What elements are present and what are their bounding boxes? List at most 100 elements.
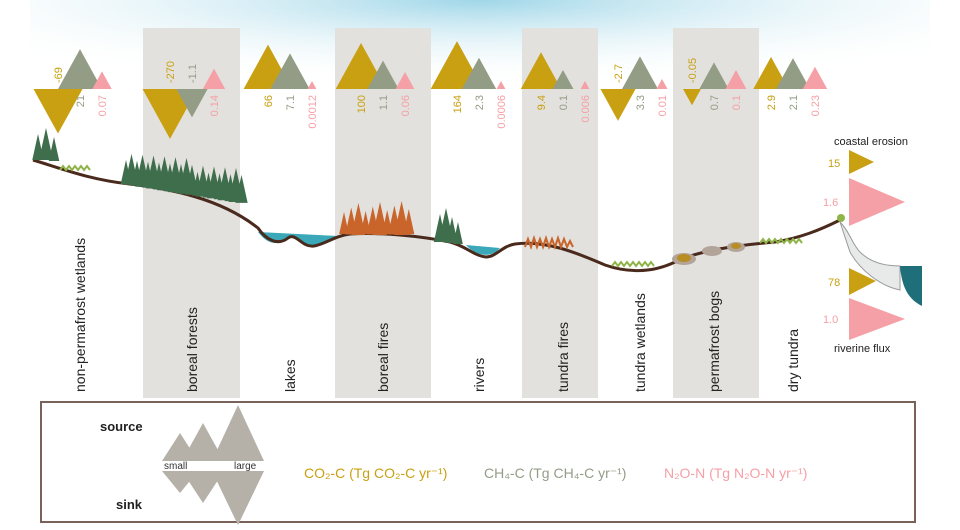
legend-ch4-label: CH₄-C (Tg CH₄-C yr⁻¹) (484, 465, 627, 481)
tundra-fire-shrubs (524, 234, 574, 250)
dry-tundra-ch4-triangle (776, 58, 810, 89)
burned-tree (351, 203, 366, 235)
boreal-forests-ch4-value: -1.1 (187, 64, 199, 83)
non-permafrost-wetlands-n2o-value: 0.07 (97, 95, 109, 116)
tundra-fires-ch4-triangle (552, 69, 574, 89)
lateral-fluxes: coastal erosion 15 1.6 78 1.0 riverine f… (823, 136, 908, 355)
permafrost-bogs-co2-triangle (683, 89, 701, 106)
ecosystem-label-non-permafrost-wetlands: non-permafrost wetlands (72, 238, 88, 392)
landscape (32, 128, 922, 306)
lakes-n2o-value: 0.0012 (307, 95, 319, 129)
boreal-fires-co2-triangle (335, 42, 387, 89)
boreal-fires-n2o-value: 0.06 (400, 95, 412, 116)
permafrost-mounds (672, 242, 745, 265)
non-permafrost-wetlands-n2o-triangle (92, 71, 112, 89)
burned-tree (339, 212, 349, 234)
rivers-n2o-value: 0.0006 (496, 95, 508, 129)
legend-medium-sink-triangle (182, 471, 224, 503)
non-permafrost-wetlands-co2-triangle (33, 89, 83, 134)
permafrost-bogs-co2-value: -0.05 (687, 58, 699, 83)
tundra-wetlands-n2o-triangle (656, 78, 668, 89)
dry-tundra-co2-triangle (753, 56, 789, 89)
boreal-fires-n2o-triangle (395, 71, 415, 89)
legend-n2o-label: N₂O-N (Tg N₂O-N yr⁻¹) (664, 465, 808, 481)
legend-co2-label: CO₂-C (Tg CO₂-C yr⁻¹) (304, 465, 448, 481)
boreal-fires-co2-value: 100 (356, 95, 368, 113)
ecosystem-label-boreal-forests: boreal forests (184, 307, 200, 392)
legend: source sink small large CO₂-C (Tg CO₂-C … (40, 401, 916, 525)
ecosystem-label-rivers: rivers (471, 358, 487, 392)
lakes-n2o-triangle (307, 81, 317, 89)
riverine-flux-co2-value: 78 (828, 277, 840, 289)
coast-shrub (837, 214, 845, 222)
ecosystem-label-tundra-wetlands: tundra wetlands (632, 293, 648, 392)
tundra-fires-co2-value: 9.4 (536, 95, 548, 110)
grass-tundra (611, 260, 655, 268)
ocean (900, 266, 922, 306)
tundra-wetlands-n2o-value: 0.01 (657, 95, 669, 116)
tundra-fires-n2o-value: 0.006 (580, 95, 592, 123)
band-tundra-fires (522, 28, 598, 398)
boreal-fires-ch4-value: 1.1 (378, 95, 390, 110)
tundra-fires-n2o-triangle (580, 80, 590, 89)
ecosystem-label-lakes: lakes (282, 359, 298, 392)
rivers-n2o-triangle (496, 81, 506, 89)
rivers-ch4-triangle (461, 57, 497, 89)
boreal-forests-ch4-triangle (176, 89, 208, 118)
legend-sink-label: sink (116, 497, 143, 512)
boreal-forests-n2o-triangle (202, 68, 226, 89)
coastal-erosion-n2o-value: 1.6 (823, 197, 838, 209)
lakes-ch4-triangle (270, 53, 310, 89)
non-permafrost-wetlands-ch4-triangle (58, 49, 102, 89)
riverine-flux-label: riverine flux (834, 343, 891, 355)
lakes-co2-value: 66 (263, 95, 275, 107)
legend-source-label: source (100, 419, 143, 434)
ecosystem-label-boreal-fires: boreal fires (375, 323, 391, 392)
grass-dry (759, 237, 803, 245)
rivers-ch4-value: 2.3 (474, 95, 486, 110)
river-water (466, 245, 500, 255)
dry-tundra-n2o-value: 0.23 (810, 95, 822, 116)
permafrost-bogs-ch4-value: 0.7 (709, 95, 721, 110)
legend-large-label: large (234, 461, 257, 472)
tundra-wetlands-co2-value: -2.7 (613, 64, 625, 83)
legend-large-sink-triangle (212, 471, 264, 525)
tundra-wetlands-ch4-triangle (622, 56, 658, 89)
coastal-cliff (839, 221, 901, 291)
ecosystem-label-tundra-fires: tundra fires (555, 322, 571, 392)
permafrost-bogs-n2o-triangle (725, 69, 747, 89)
legend-medium-source-triangle (182, 423, 224, 461)
riverine-flux-n2o-triangle (849, 298, 905, 340)
legend-small-label: small (164, 461, 187, 472)
dry-tundra-ch4-value: 2.1 (788, 95, 800, 110)
boreal-forests-n2o-value: 0.14 (209, 95, 221, 116)
conifer-tree (235, 174, 248, 203)
legend-large-source-triangle (212, 405, 264, 461)
ecosystem-label-dry-tundra: dry tundra (785, 329, 801, 392)
permafrost-bogs-ch4-triangle (699, 62, 729, 89)
rivers-co2-value: 164 (452, 95, 464, 113)
ecosystem-label-permafrost-bogs: permafrost bogs (706, 291, 722, 392)
tundra-wetlands-co2-triangle (600, 89, 636, 121)
non-permafrost-wetlands-co2-value: -69 (53, 67, 65, 83)
boreal-fires-ch4-triangle (367, 60, 399, 89)
riverine-flux-n2o-value: 1.0 (823, 314, 838, 326)
dry-tundra-n2o-triangle (802, 66, 828, 89)
coastal-erosion-n2o-triangle (849, 178, 905, 226)
permafrost-bogs-n2o-value: 0.1 (731, 95, 743, 110)
conifer-tree (48, 137, 60, 161)
conifer-tree (453, 222, 463, 244)
coastal-erosion-co2-value: 15 (828, 158, 840, 170)
coastal-erosion-label: coastal erosion (834, 136, 908, 148)
lakes-ch4-value: 7.1 (285, 95, 297, 110)
boreal-forests-co2-value: -270 (165, 61, 177, 83)
grass-left (59, 164, 91, 172)
tundra-fires-co2-triangle (520, 52, 562, 89)
coastal-erosion-co2-triangle (849, 150, 874, 174)
non-permafrost-wetlands-ch4-value: 21 (75, 95, 87, 107)
dry-tundra-co2-value: 2.9 (766, 95, 778, 110)
burned-tree (403, 209, 415, 234)
tundra-fires-ch4-value: 0.1 (558, 95, 570, 110)
conifer-tree (38, 128, 54, 160)
